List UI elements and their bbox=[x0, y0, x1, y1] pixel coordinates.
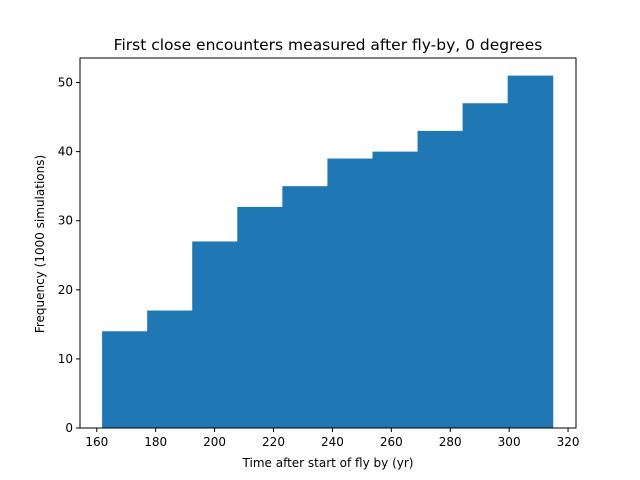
y-tick-label: 10 bbox=[58, 352, 73, 366]
x-tick-label: 320 bbox=[557, 435, 580, 449]
y-tick-label: 20 bbox=[58, 283, 73, 297]
histogram-bar bbox=[282, 186, 328, 428]
histogram-bar bbox=[417, 130, 464, 429]
y-tick-label: 0 bbox=[65, 421, 73, 435]
histogram-bar bbox=[327, 158, 373, 428]
x-tick-label: 160 bbox=[85, 435, 108, 449]
y-tick-label: 40 bbox=[58, 145, 73, 159]
y-axis-ticks: 0 10 20 30 40 50 bbox=[58, 76, 80, 435]
histogram-bar bbox=[192, 241, 238, 428]
x-tick-label: 200 bbox=[203, 435, 226, 449]
histogram-bar bbox=[237, 206, 283, 428]
histogram-bar bbox=[462, 103, 509, 428]
x-tick-label: 260 bbox=[380, 435, 403, 449]
x-tick-label: 280 bbox=[439, 435, 462, 449]
histogram-bar bbox=[372, 151, 419, 428]
x-axis-label: Time after start of fly by (yr) bbox=[242, 456, 414, 470]
y-tick-label: 30 bbox=[58, 214, 73, 228]
y-axis-label: Frequency (1000 simulations) bbox=[33, 155, 47, 333]
plot-frame bbox=[79, 57, 577, 429]
x-tick-label: 300 bbox=[498, 435, 521, 449]
bars-group bbox=[102, 75, 554, 429]
histogram-bar bbox=[102, 331, 148, 428]
x-tick-label: 220 bbox=[262, 435, 285, 449]
histogram-bar bbox=[147, 310, 193, 428]
chart-title: First close encounters measured after fl… bbox=[114, 36, 543, 54]
x-tick-label: 180 bbox=[144, 435, 167, 449]
histogram-bar bbox=[507, 75, 554, 428]
x-axis-ticks: 160 180 200 220 240 260 280 300 320 bbox=[85, 428, 580, 449]
x-tick-label: 240 bbox=[321, 435, 344, 449]
y-tick-label: 50 bbox=[58, 76, 73, 90]
